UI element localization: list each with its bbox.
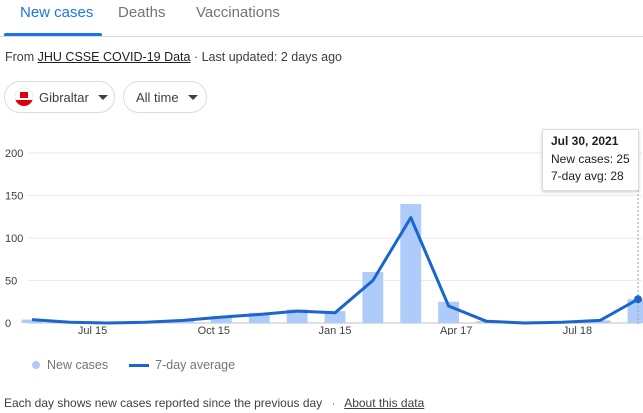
new-cases-bar [627,299,643,323]
new-cases-bar [324,311,346,323]
new-cases-bar [210,316,232,323]
tooltip-avg: 7-day avg: 28 [551,169,624,183]
location-label: Gibraltar [39,89,89,105]
last-updated: · Last updated: 2 days ago [193,50,342,64]
y-tick-label: 0 [5,318,11,330]
x-tick-label: Apr 17 [440,325,472,335]
y-tick-label: 50 [5,276,17,288]
legend-new-cases: New cases [47,358,109,372]
new-cases-legend-dot-icon [32,361,40,369]
x-tick-label: Oct 15 [198,325,230,335]
footer: Each day shows new cases reported since … [4,396,424,410]
tab-bar: New cases Deaths Vaccinations [0,0,643,37]
caret-down-icon [187,94,198,100]
chart-tooltip: Jul 30, 2021 New cases: 25 7-day avg: 28 [542,129,639,191]
tab-deaths[interactable]: Deaths [118,4,166,21]
active-tab-indicator [4,33,102,36]
chart-legend: New cases 7-day average [32,358,235,372]
footer-note: Each day shows new cases reported since … [4,396,323,410]
y-tick-label: 200 [5,148,23,160]
time-range-label: All time [136,89,179,105]
avg-legend-line-icon [129,363,150,367]
new-cases-bar [248,312,270,323]
tab-new-cases[interactable]: New cases [20,4,94,21]
new-cases-bar [400,204,422,323]
source-line: From JHU CSSE COVID-19 Data · Last updat… [5,50,342,64]
tab-vaccinations[interactable]: Vaccinations [196,4,280,21]
footer-separator: · [331,396,336,410]
tooltip-date: Jul 30, 2021 [551,134,619,148]
source-prefix: From [5,50,35,64]
about-data-link[interactable]: About this data [344,396,425,410]
source-link[interactable]: JHU CSSE COVID-19 Data [37,50,191,64]
y-tick-label: 150 [5,191,23,203]
caret-down-icon [97,94,108,100]
location-dropdown[interactable]: Gibraltar [4,81,115,113]
cases-chart[interactable]: 0 50 100 150 200 Jul 15 Oct 15 Jan 15 Apr 17 Jul… [0,120,643,335]
new-cases-bar [21,319,43,323]
x-tick-label: Jul 18 [563,325,592,335]
y-tick-label: 100 [5,233,23,245]
legend-avg: 7-day average [155,358,236,372]
tooltip-new-cases: New cases: 25 [551,152,630,166]
x-tick-label: Jan 15 [318,325,351,335]
hover-point [634,295,642,304]
x-tick-label: Jul 15 [78,325,107,335]
seven-day-average-line [31,216,639,325]
gibraltar-flag-icon [15,88,33,106]
time-range-dropdown[interactable]: All time [123,81,207,113]
